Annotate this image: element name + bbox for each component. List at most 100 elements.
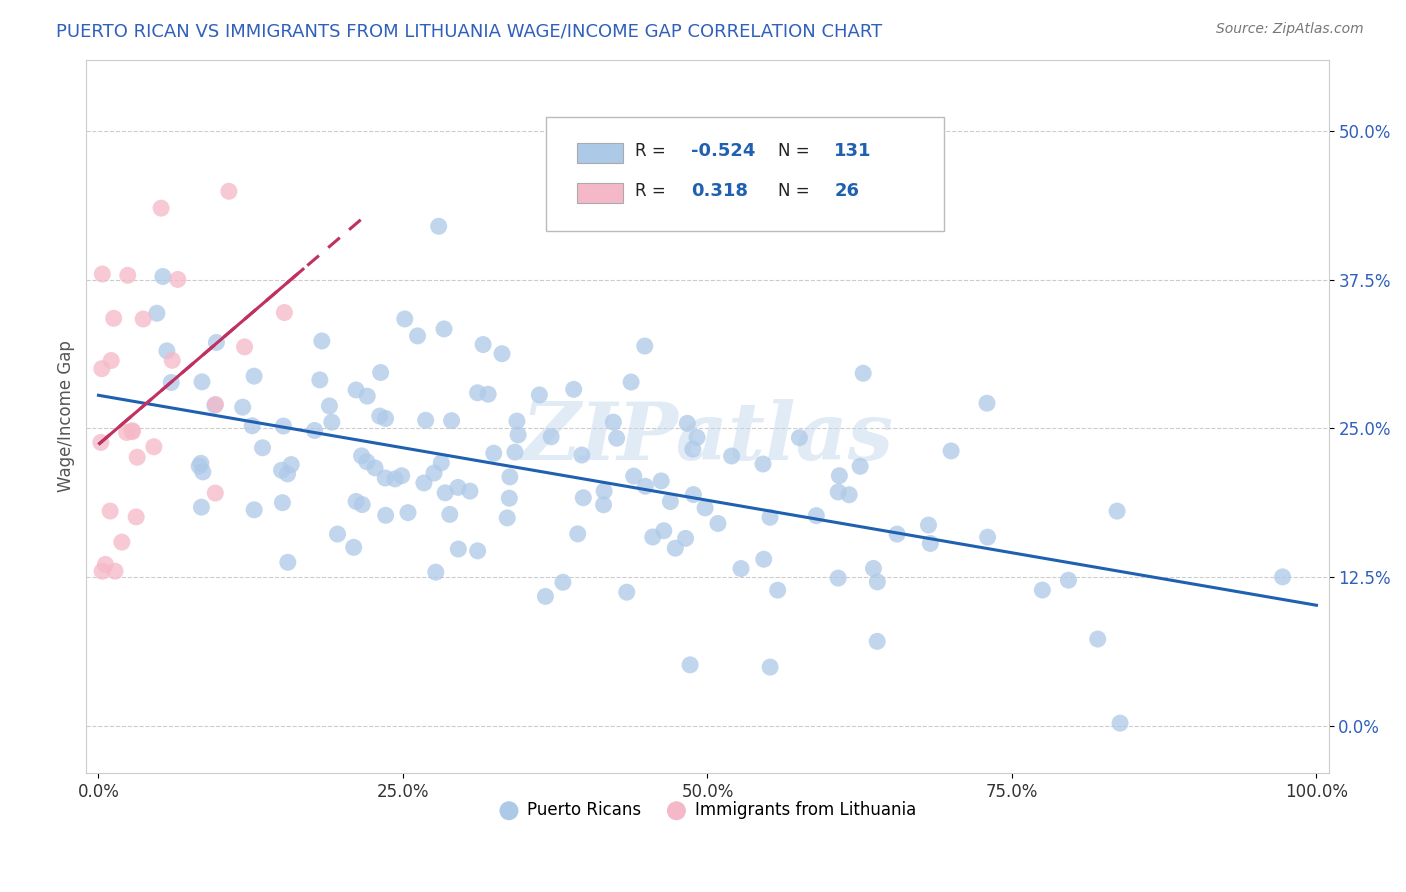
Point [458, 484, 481, 499]
Point [166, 272, 188, 286]
Point [364, 461, 387, 475]
Point [571, 448, 593, 462]
Point [423, 466, 446, 480]
Point [243, 369, 266, 384]
Point [374, 471, 396, 485]
FancyBboxPatch shape [576, 183, 623, 203]
Point [720, 449, 742, 463]
Point [827, 571, 849, 585]
Point [592, 498, 614, 512]
Point [440, 414, 463, 428]
Point [866, 634, 889, 648]
Point [602, 415, 624, 429]
Point [1109, 716, 1132, 731]
Point [650, 474, 672, 488]
Point [343, 541, 366, 555]
Point [806, 508, 828, 523]
Point [1057, 573, 1080, 587]
Point [707, 516, 730, 531]
Point [394, 312, 416, 326]
Point [104, 564, 127, 578]
Text: ZIPatlas: ZIPatlas [522, 400, 894, 476]
Point [188, 458, 211, 473]
Point [240, 418, 263, 433]
Point [659, 494, 682, 508]
Point [233, 340, 256, 354]
Point [623, 469, 645, 483]
Point [132, 312, 155, 326]
Text: N =: N = [779, 182, 810, 200]
Point [391, 468, 413, 483]
Point [427, 219, 450, 234]
Point [150, 201, 173, 215]
Point [1087, 632, 1109, 646]
Point [204, 398, 226, 412]
Point [641, 530, 664, 544]
Point [125, 509, 148, 524]
Point [121, 424, 143, 438]
Text: PUERTO RICAN VS IMMIGRANTS FROM LITHUANIA WAGE/INCOME GAP CORRELATION CHART: PUERTO RICAN VS IMMIGRANTS FROM LITHUANI… [56, 22, 883, 40]
Point [146, 306, 169, 320]
Point [191, 375, 214, 389]
Point [90, 435, 112, 450]
Point [308, 373, 330, 387]
Point [759, 510, 782, 524]
Text: 0.318: 0.318 [692, 182, 748, 200]
Point [499, 470, 522, 484]
Point [467, 385, 489, 400]
Point [190, 456, 212, 470]
Point [152, 269, 174, 284]
Point [447, 542, 470, 557]
Point [91, 267, 114, 281]
Point [508, 428, 530, 442]
Point [160, 353, 183, 368]
Point [828, 468, 851, 483]
Text: 131: 131 [834, 142, 872, 160]
Text: Source: ZipAtlas.com: Source: ZipAtlas.com [1216, 22, 1364, 37]
Y-axis label: Wage/Income Gap: Wage/Income Gap [58, 341, 75, 492]
Point [344, 494, 367, 508]
Point [121, 425, 143, 439]
Point [321, 415, 343, 429]
Point [634, 339, 657, 353]
Point [752, 457, 775, 471]
Point [616, 585, 638, 599]
Point [156, 343, 179, 358]
Point [356, 455, 378, 469]
FancyBboxPatch shape [546, 117, 943, 231]
Point [467, 544, 489, 558]
Point [270, 463, 292, 477]
Point [100, 353, 122, 368]
Point [730, 561, 752, 575]
Legend: Puerto Ricans, Immigrants from Lithuania: Puerto Ricans, Immigrants from Lithuania [492, 795, 922, 826]
Point [676, 417, 699, 431]
Point [652, 524, 675, 538]
Point [243, 503, 266, 517]
Point [593, 484, 616, 499]
Point [160, 376, 183, 390]
Point [976, 530, 998, 544]
Point [766, 583, 789, 598]
Point [752, 552, 775, 566]
FancyBboxPatch shape [576, 143, 623, 163]
Point [273, 305, 295, 319]
Point [482, 446, 505, 460]
Point [551, 575, 574, 590]
Point [789, 431, 811, 445]
Point [356, 389, 378, 403]
Point [866, 574, 889, 589]
Point [430, 456, 453, 470]
Point [472, 337, 495, 351]
Point [232, 400, 254, 414]
Point [572, 491, 595, 505]
Point [370, 366, 392, 380]
Point [277, 555, 299, 569]
Point [862, 561, 884, 575]
Point [252, 441, 274, 455]
Point [103, 311, 125, 326]
Point [326, 527, 349, 541]
Point [204, 397, 226, 411]
Point [384, 472, 406, 486]
Point [191, 465, 214, 479]
Point [682, 442, 704, 457]
